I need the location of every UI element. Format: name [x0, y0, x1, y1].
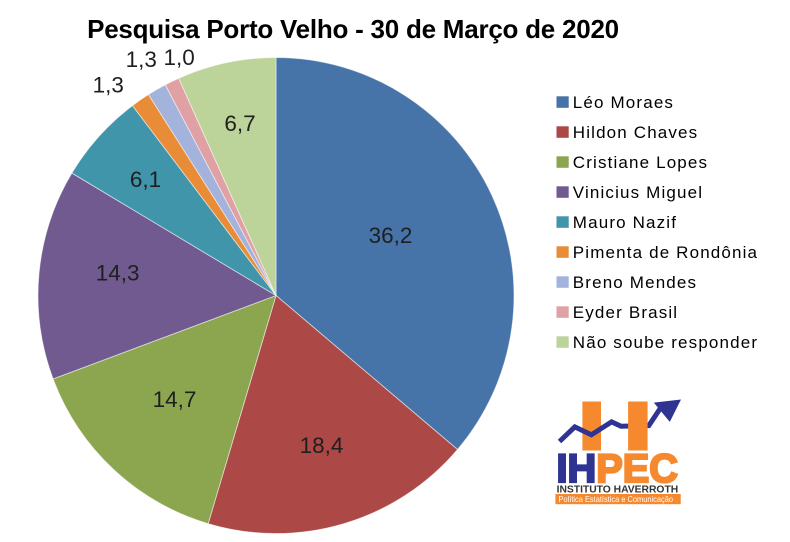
svg-text:Vinicius Miguel: Vinicius Miguel — [573, 183, 703, 202]
svg-text:Não soube responder: Não soube responder — [573, 333, 758, 352]
svg-text:INSTITUTO HAVERROTH: INSTITUTO HAVERROTH — [557, 485, 679, 496]
svg-text:Política Estatística e Comunic: Política Estatística e Comunicação — [559, 494, 674, 504]
svg-text:1,3: 1,3 — [126, 47, 157, 72]
svg-text:14,7: 14,7 — [153, 387, 197, 412]
svg-text:1,0: 1,0 — [164, 45, 195, 70]
svg-text:Hildon Chaves: Hildon Chaves — [573, 123, 699, 142]
svg-text:6,1: 6,1 — [130, 167, 161, 192]
svg-text:Léo Moraes: Léo Moraes — [573, 93, 674, 112]
svg-text:6,7: 6,7 — [224, 111, 255, 136]
svg-text:1,3: 1,3 — [93, 73, 124, 98]
svg-text:IHPEC: IHPEC — [557, 447, 679, 491]
svg-text:Pesquisa Porto Velho - 30 de M: Pesquisa Porto Velho - 30 de Março de 20… — [87, 14, 619, 44]
svg-text:14,3: 14,3 — [96, 261, 140, 286]
svg-text:36,2: 36,2 — [369, 223, 413, 248]
svg-text:18,4: 18,4 — [300, 433, 344, 458]
svg-text:Mauro Nazif: Mauro Nazif — [573, 213, 677, 232]
svg-text:Eyder Brasil: Eyder Brasil — [573, 303, 678, 322]
svg-text:Pimenta de Rondônia: Pimenta de Rondônia — [573, 243, 758, 262]
svg-text:Cristiane Lopes: Cristiane Lopes — [573, 153, 708, 172]
svg-text:Breno Mendes: Breno Mendes — [573, 273, 697, 292]
